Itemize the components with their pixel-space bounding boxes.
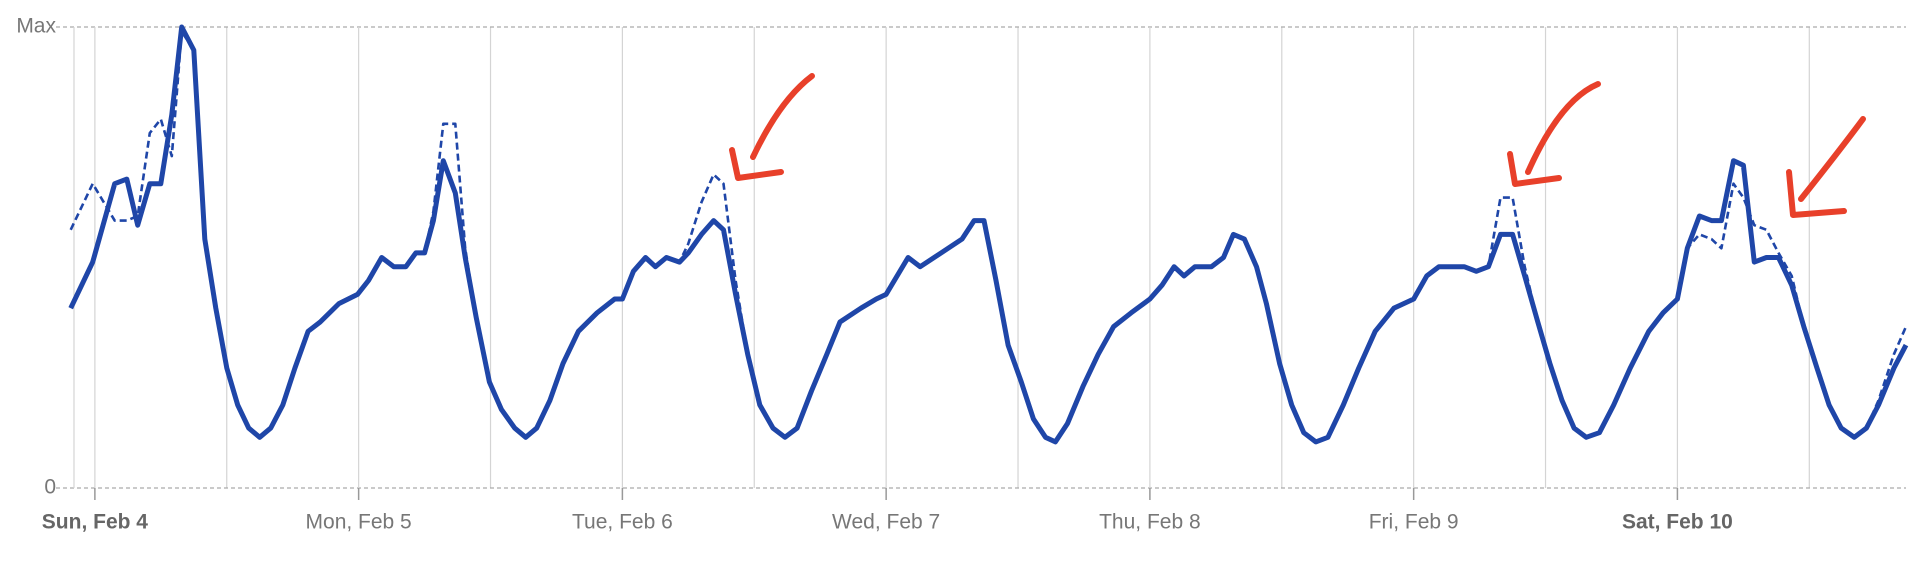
y-tick-label: Max: [16, 15, 56, 38]
series-line: [68, 24, 1909, 445]
x-tick-label: Sat, Feb 10: [1622, 511, 1733, 534]
annotation-mark: [1507, 81, 1601, 187]
annotation-mark: [729, 73, 815, 181]
y-tick-label: 0: [44, 476, 56, 499]
x-tick-label: Wed, Feb 7: [832, 511, 940, 534]
x-tick-label: Fri, Feb 9: [1369, 511, 1459, 534]
x-tick-label: Tue, Feb 6: [572, 511, 673, 534]
x-tick-label: Sun, Feb 4: [42, 511, 149, 534]
annotation-mark: [1786, 116, 1866, 218]
series-line: [69, 30, 1908, 444]
x-tick-label: Thu, Feb 8: [1099, 511, 1201, 534]
x-tick-label: Mon, Feb 5: [306, 511, 412, 534]
